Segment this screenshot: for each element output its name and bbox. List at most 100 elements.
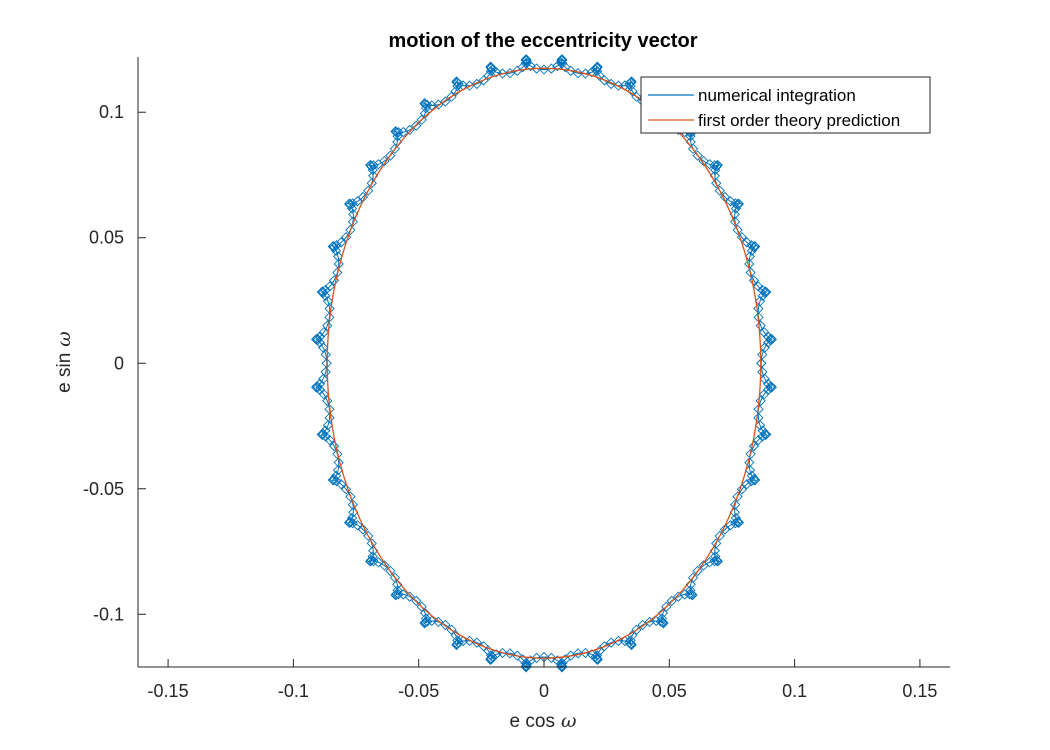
marker-numerical-integration — [753, 434, 764, 446]
marker-numerical-integration — [556, 661, 567, 672]
marker-numerical-integration — [312, 382, 323, 394]
marker-numerical-integration — [753, 404, 764, 415]
marker-numerical-integration — [486, 62, 497, 74]
marker-numerical-integration — [324, 434, 335, 446]
marker-numerical-integration — [556, 54, 568, 65]
marker-numerical-integration — [485, 653, 496, 665]
marker-numerical-integration — [557, 658, 568, 669]
marker-numerical-integration — [746, 240, 757, 251]
marker-numerical-integration — [572, 648, 584, 659]
marker-numerical-integration — [692, 150, 703, 161]
marker-numerical-integration — [328, 440, 340, 452]
marker-numerical-integration — [710, 551, 721, 562]
marker-numerical-integration — [753, 303, 764, 314]
marker-numerical-integration — [391, 127, 402, 138]
marker-numerical-integration — [344, 517, 355, 528]
marker-numerical-integration — [733, 198, 744, 209]
marker-numerical-integration — [451, 639, 462, 650]
marker-numerical-integration — [421, 616, 433, 627]
marker-numerical-integration — [709, 170, 720, 181]
marker-numerical-integration — [592, 61, 603, 72]
marker-numerical-integration — [392, 585, 403, 596]
marker-numerical-integration — [317, 429, 328, 441]
marker-numerical-integration — [757, 366, 768, 378]
marker-numerical-integration — [732, 491, 743, 502]
x-tick-label: -0.05 — [398, 681, 439, 701]
marker-numerical-integration — [687, 572, 699, 583]
marker-numerical-integration — [347, 518, 358, 529]
x-axis-title-symbol: ω — [561, 710, 577, 732]
y-axis-title-text: e sin — [54, 353, 75, 393]
series-first-order-theory-line — [326, 67, 762, 659]
marker-numerical-integration — [748, 275, 760, 286]
marker-numerical-integration — [485, 654, 496, 665]
marker-numerical-integration — [748, 473, 760, 484]
marker-numerical-integration — [745, 267, 756, 278]
marker-numerical-integration — [347, 198, 358, 209]
marker-numerical-integration — [580, 68, 591, 79]
marker-numerical-integration — [345, 224, 356, 236]
marker-numerical-integration — [426, 615, 437, 627]
marker-numerical-integration — [520, 661, 531, 672]
marker-numerical-integration — [709, 555, 720, 567]
marker-numerical-integration — [367, 551, 378, 562]
marker-numerical-integration — [368, 160, 379, 171]
marker-numerical-integration — [661, 601, 672, 612]
x-tick-label: -0.1 — [278, 681, 309, 701]
marker-numerical-integration — [729, 216, 741, 227]
marker-numerical-integration — [335, 237, 347, 248]
x-tick-label: -0.15 — [148, 681, 189, 701]
marker-numerical-integration — [497, 68, 508, 79]
marker-numerical-integration — [348, 209, 359, 220]
marker-numerical-integration — [736, 484, 747, 495]
y-tick-label: -0.05 — [83, 479, 124, 499]
marker-numerical-integration — [725, 520, 736, 531]
marker-numerical-integration — [440, 96, 451, 107]
marker-numerical-integration — [393, 127, 404, 138]
marker-numerical-integration — [749, 241, 760, 252]
marker-numerical-integration — [331, 476, 342, 487]
marker-numerical-integration — [711, 554, 722, 566]
marker-numerical-integration — [732, 224, 743, 236]
marker-numerical-integration — [765, 381, 776, 392]
marker-numerical-integration — [332, 267, 343, 278]
marker-numerical-integration — [521, 658, 533, 669]
marker-numerical-integration — [755, 395, 766, 406]
marker-numerical-integration — [366, 161, 377, 172]
marker-numerical-integration — [404, 591, 415, 602]
marker-numerical-integration — [546, 652, 557, 664]
marker-numerical-integration — [730, 198, 741, 209]
marker-numerical-integration — [363, 185, 374, 196]
legend-label-numerical-integration: numerical integration — [698, 86, 856, 105]
marker-numerical-integration — [755, 320, 766, 331]
marker-numerical-integration — [330, 245, 342, 256]
plot-area — [311, 54, 777, 673]
marker-numerical-integration — [521, 55, 532, 66]
marker-numerical-integration — [341, 484, 352, 495]
marker-numerical-integration — [322, 320, 333, 331]
marker-numerical-integration — [373, 557, 384, 568]
marker-numerical-integration — [730, 512, 742, 524]
marker-numerical-integration — [332, 251, 344, 262]
marker-numerical-integration — [719, 524, 731, 535]
marker-numerical-integration — [314, 337, 326, 348]
marker-numerical-integration — [491, 649, 502, 660]
marker-numerical-integration — [416, 114, 427, 125]
marker-numerical-integration — [367, 164, 378, 176]
marker-numerical-integration — [745, 448, 756, 460]
marker-numerical-integration — [392, 131, 403, 142]
marker-numerical-integration — [655, 616, 667, 627]
x-tick-label: 0 — [539, 681, 549, 701]
marker-numerical-integration — [398, 126, 409, 138]
marker-numerical-integration — [420, 613, 432, 624]
marker-numerical-integration — [450, 86, 461, 97]
marker-numerical-integration — [760, 286, 771, 297]
marker-numerical-integration — [322, 420, 334, 431]
marker-numerical-integration — [357, 524, 369, 535]
marker-numerical-integration — [762, 384, 774, 396]
marker-numerical-integration — [393, 589, 404, 600]
marker-numerical-integration — [363, 530, 374, 542]
marker-numerical-integration — [760, 428, 771, 439]
marker-numerical-integration — [379, 560, 390, 571]
marker-numerical-integration — [328, 242, 340, 253]
